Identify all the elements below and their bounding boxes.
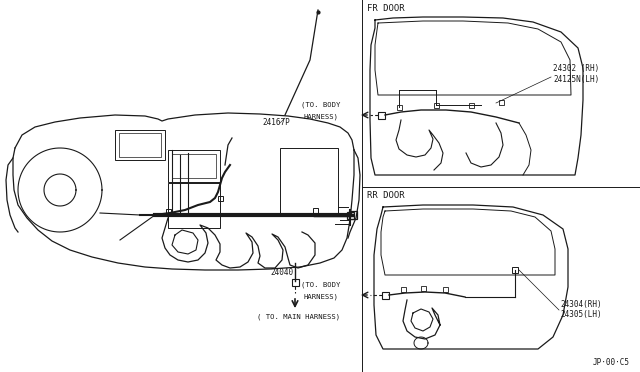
Text: JP·00·C5: JP·00·C5 — [593, 358, 630, 367]
Bar — [119, 133, 161, 157]
Bar — [115, 130, 165, 160]
Bar — [443, 287, 448, 292]
Bar — [172, 154, 216, 178]
Text: (TO. BODY: (TO. BODY — [301, 281, 340, 288]
Text: 24302 (RH): 24302 (RH) — [553, 64, 599, 73]
Bar — [499, 100, 504, 105]
Text: FR DOOR: FR DOOR — [367, 4, 404, 13]
Bar — [292, 279, 299, 286]
Text: 24304(RH): 24304(RH) — [560, 300, 602, 309]
Bar — [401, 287, 406, 292]
Bar — [313, 208, 318, 213]
Bar — [280, 148, 338, 213]
Bar — [166, 209, 171, 214]
Bar — [434, 103, 439, 108]
Text: HARNESS): HARNESS) — [304, 113, 339, 119]
Bar — [382, 292, 389, 299]
Bar — [168, 150, 220, 182]
Bar — [378, 112, 385, 119]
Text: HARNESS): HARNESS) — [304, 293, 339, 299]
Bar — [168, 183, 220, 228]
Bar — [469, 103, 474, 108]
Text: 24125N(LH): 24125N(LH) — [553, 75, 599, 84]
Bar — [421, 286, 426, 291]
Text: RR DOOR: RR DOOR — [367, 191, 404, 200]
Bar — [349, 211, 357, 219]
Bar — [397, 105, 402, 110]
Bar — [347, 212, 354, 219]
Text: (TO. BODY: (TO. BODY — [301, 101, 340, 108]
Text: 24305(LH): 24305(LH) — [560, 310, 602, 319]
Bar — [218, 196, 223, 201]
Text: ( TO. MAIN HARNESS): ( TO. MAIN HARNESS) — [257, 314, 340, 321]
Text: 24167P: 24167P — [262, 118, 290, 127]
Bar — [512, 267, 518, 273]
Text: 24040: 24040 — [270, 268, 293, 277]
